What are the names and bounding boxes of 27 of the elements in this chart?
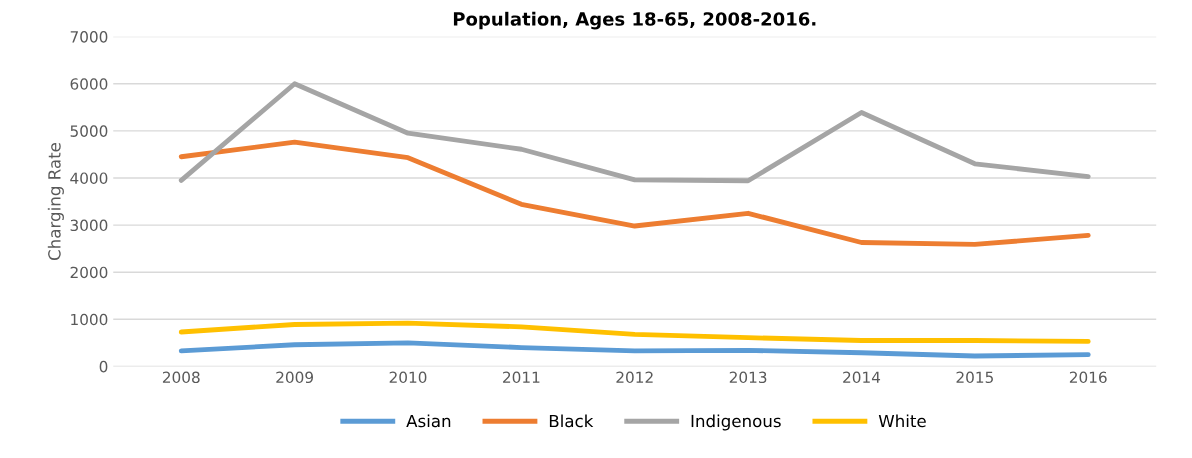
y-axis-title: Charging Rate (47, 142, 64, 260)
x-tick-label: 2012 (616, 371, 653, 384)
x-tick-label: 2008 (162, 371, 200, 384)
x-tick-label: 2009 (276, 371, 313, 384)
line-series (178, 340, 1091, 359)
y-tick-label: 3000 (70, 219, 108, 232)
x-tick-label: 2014 (843, 371, 881, 384)
x-tick-label: 2013 (729, 371, 767, 384)
line-series (178, 139, 1091, 247)
legend-label: Indigenous (691, 414, 781, 431)
legend-label: Black (549, 414, 594, 428)
y-tick-label: 2000 (70, 266, 108, 279)
line-series (178, 320, 1091, 344)
y-tick-label: 0 (99, 360, 108, 373)
x-tick-label: 2011 (503, 371, 540, 384)
x-tick-label: 2010 (389, 371, 427, 384)
line-series (178, 81, 1091, 184)
legend-label: Asian (406, 414, 451, 428)
y-tick-label: 1000 (71, 313, 108, 326)
x-tick-label: 2016 (1069, 371, 1107, 384)
legend-label: White (878, 414, 926, 428)
y-tick-label: 6000 (70, 78, 108, 90)
chart-title: Population, Ages 18-65, 2008-2016. (453, 11, 816, 30)
y-tick-label: 4000 (70, 172, 108, 184)
y-tick-label: 7000 (70, 31, 108, 43)
x-tick-label: 2015 (956, 371, 993, 384)
y-tick-label: 5000 (70, 125, 108, 137)
